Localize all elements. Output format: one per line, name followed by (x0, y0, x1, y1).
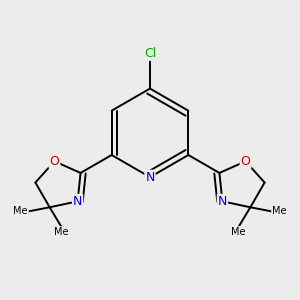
Text: N: N (145, 171, 155, 184)
Text: Me: Me (231, 227, 246, 237)
Text: Cl: Cl (144, 47, 156, 60)
Text: Me: Me (54, 227, 69, 237)
Text: N: N (218, 195, 227, 208)
Text: Me: Me (14, 206, 28, 216)
Text: O: O (241, 155, 250, 168)
Text: N: N (73, 195, 82, 208)
Text: Me: Me (272, 206, 286, 216)
Text: O: O (50, 155, 59, 168)
